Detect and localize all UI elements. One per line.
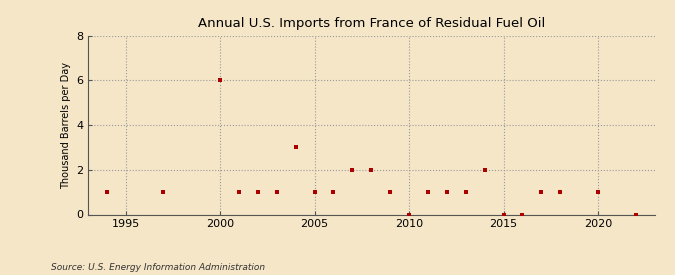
Point bbox=[441, 190, 452, 194]
Point bbox=[271, 190, 282, 194]
Point bbox=[423, 190, 433, 194]
Point bbox=[328, 190, 339, 194]
Point bbox=[460, 190, 471, 194]
Point bbox=[309, 190, 320, 194]
Point bbox=[479, 167, 490, 172]
Title: Annual U.S. Imports from France of Residual Fuel Oil: Annual U.S. Imports from France of Resid… bbox=[198, 17, 545, 31]
Point bbox=[234, 190, 244, 194]
Point bbox=[498, 212, 509, 217]
Point bbox=[517, 212, 528, 217]
Point bbox=[101, 190, 112, 194]
Point bbox=[555, 190, 566, 194]
Point bbox=[347, 167, 358, 172]
Y-axis label: Thousand Barrels per Day: Thousand Barrels per Day bbox=[61, 62, 71, 189]
Point bbox=[290, 145, 301, 150]
Point bbox=[158, 190, 169, 194]
Text: Source: U.S. Energy Information Administration: Source: U.S. Energy Information Administ… bbox=[51, 263, 265, 272]
Point bbox=[536, 190, 547, 194]
Point bbox=[252, 190, 263, 194]
Point bbox=[366, 167, 377, 172]
Point bbox=[404, 212, 414, 217]
Point bbox=[215, 78, 225, 82]
Point bbox=[593, 190, 603, 194]
Point bbox=[385, 190, 396, 194]
Point bbox=[630, 212, 641, 217]
